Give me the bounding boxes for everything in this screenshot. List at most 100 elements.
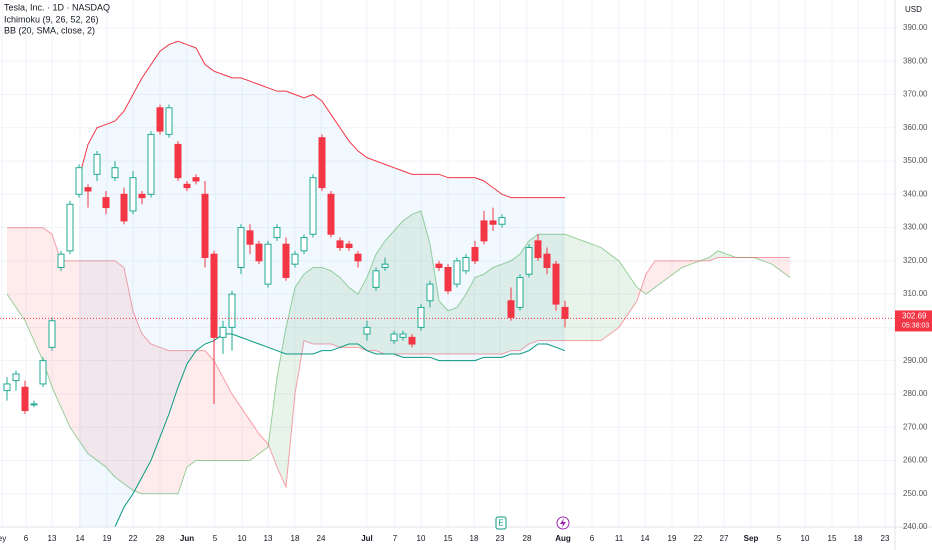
cloud-segment [34,227,43,361]
candle-body[interactable] [354,253,362,262]
candle-body[interactable] [300,237,308,252]
candle-body[interactable] [138,193,146,199]
candle-body[interactable] [336,240,344,249]
cloud-segment [574,237,583,341]
candle-body[interactable] [444,266,452,292]
bb-upper [78,40,565,199]
candle-body[interactable] [543,253,551,268]
candle-body[interactable] [111,167,119,179]
cloud-segment [205,350,214,461]
price-label-box [895,310,932,332]
candle-body[interactable] [309,177,317,235]
bb-fill [169,41,178,414]
candle-body[interactable] [165,107,173,135]
currency-label[interactable]: USD [905,5,922,14]
candle-body[interactable] [210,253,218,338]
candle-body[interactable] [282,243,290,278]
candle-body[interactable] [255,243,263,262]
candle-body[interactable] [12,373,20,382]
bb-fill [124,94,133,508]
candle-body[interactable] [75,167,83,195]
candle-body[interactable] [174,143,182,179]
cloud-segment [295,274,304,394]
cloud-segment [619,260,628,328]
earnings-label[interactable]: E [498,519,503,528]
x-tick-label: 18 [291,534,300,543]
candle-body[interactable] [462,257,470,272]
bb-fill [484,180,493,358]
indicator-label[interactable]: Ichimoku (9, 26, 52, 26) [4,14,99,24]
candle-body[interactable] [552,263,560,305]
bb-fill [304,94,313,354]
cloud-segment [655,260,664,288]
candle-body[interactable] [30,403,38,406]
candle-body[interactable] [480,220,488,242]
candle-body[interactable] [273,227,281,239]
candle-body[interactable] [561,306,569,319]
candle-body[interactable] [399,333,407,338]
candle-body[interactable] [39,360,47,385]
x-tick-label: 15 [828,534,837,543]
candle-body[interactable] [66,203,74,252]
candle-body[interactable] [147,133,155,195]
bb-fill [241,77,250,341]
bb-fill [430,174,439,361]
candle-body[interactable] [228,293,236,328]
cloud-segment [232,393,241,461]
candle-body[interactable] [21,386,29,412]
candle-body[interactable] [129,177,137,212]
candle-body[interactable] [246,230,254,245]
candle-body[interactable] [471,247,479,262]
cloud-segment [25,227,34,341]
candle-body[interactable] [120,193,128,222]
candle-body[interactable] [102,197,110,209]
cloud-segment [637,274,646,301]
candle-body[interactable] [525,247,533,275]
candle-body[interactable] [48,320,56,348]
candle-body[interactable] [507,300,515,318]
cloud-segment [340,277,349,348]
candle-body[interactable] [390,333,398,342]
candle-body[interactable] [372,270,380,288]
bb-fill [160,44,169,438]
earnings-marker[interactable] [495,516,507,530]
x-tick-label: 14 [641,534,650,543]
cloud-segment [214,360,223,461]
candle-body[interactable] [534,240,542,259]
candle-body[interactable] [417,306,425,328]
candle-body[interactable] [156,107,164,132]
candle-body[interactable] [327,193,335,235]
candle-body[interactable] [201,193,209,259]
candle-body[interactable] [264,243,272,285]
candle-body[interactable] [3,383,11,392]
cloud-segment [718,250,727,258]
candle-body[interactable] [498,217,506,225]
candle-body[interactable] [183,183,191,189]
candle-body[interactable] [192,177,200,182]
candle-body[interactable] [219,326,227,338]
cloud-segment [250,420,259,461]
candle-body[interactable] [93,153,101,175]
cloud-segment [376,240,385,354]
candle-body[interactable] [453,260,461,285]
candle-body[interactable] [489,220,497,225]
candle-body[interactable] [426,283,434,302]
candle-body[interactable] [237,227,245,268]
candle-body[interactable] [408,336,416,345]
candle-body[interactable] [516,276,524,308]
indicator-label[interactable]: BB (20, SMA, close, 2) [4,25,95,35]
cloud-segment [592,244,601,341]
bb-fill [466,177,475,361]
cloud-segment [313,267,322,345]
candle-body[interactable] [381,263,389,268]
x-tick-label: 6 [590,534,595,543]
candle-body[interactable] [345,243,353,249]
candle-body[interactable] [84,187,92,192]
candle-body[interactable] [291,253,299,265]
bb-fill [385,164,394,354]
x-tick-label: 5 [213,534,218,543]
candle-body[interactable] [435,263,443,268]
candle-body[interactable] [57,253,65,268]
candle-body[interactable] [318,137,326,189]
candle-body[interactable] [363,326,371,335]
